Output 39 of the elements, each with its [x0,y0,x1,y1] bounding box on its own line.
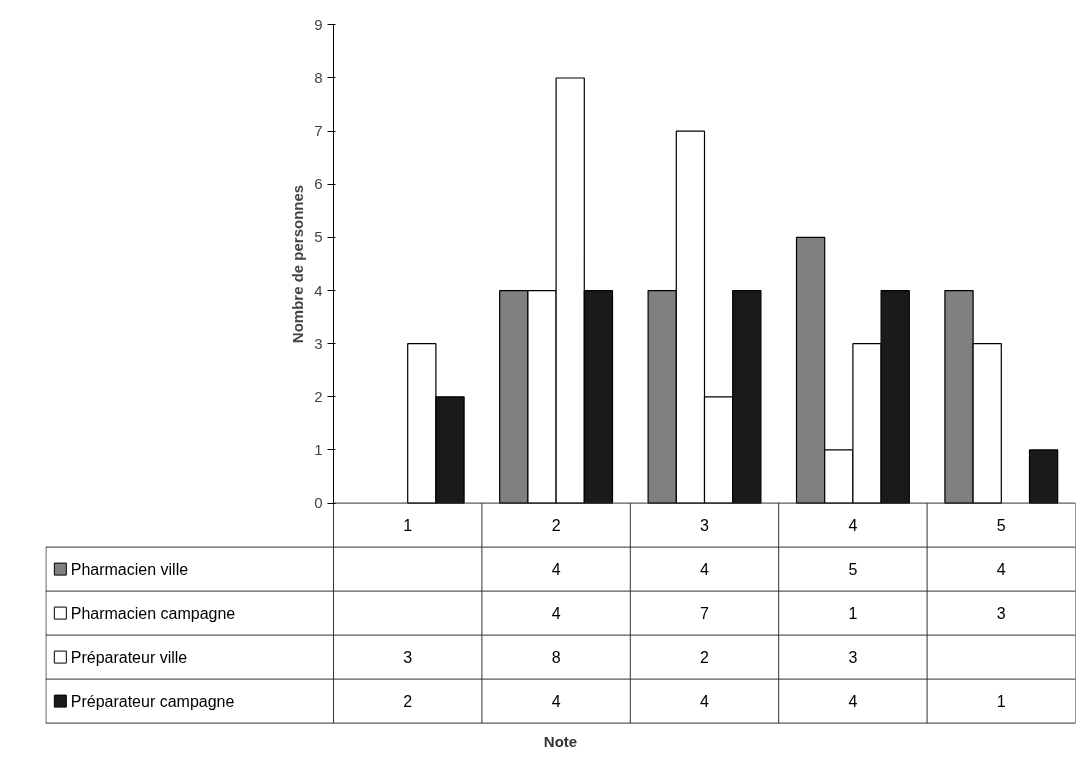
data-label: 4 [848,693,858,711]
y-tick-label: 6 [314,175,323,193]
y-tick-label: 8 [314,68,323,86]
data-label: 4 [551,693,561,711]
y-tick-label: 5 [314,228,323,246]
data-label: 3 [848,649,858,667]
legend-label: Pharmacien ville [70,560,189,578]
data-label: 8 [551,649,561,667]
data-label: 1 [848,605,858,623]
data-label: 4 [700,693,710,711]
data-label: 3 [403,649,413,667]
y-tick-label: 2 [314,387,323,405]
y-axis-title: Nombre de personnes [289,184,307,344]
bar [1028,449,1059,504]
data-label: 5 [848,561,858,579]
data-label: 3 [996,605,1006,623]
x-tick-label: 2 [551,517,561,535]
x-tick-label: 4 [848,517,858,535]
legend-label: Préparateur ville [70,648,188,666]
data-label: 4 [996,561,1006,579]
legend-label: Préparateur campagne [70,692,235,710]
data-label: 1 [996,693,1006,711]
y-tick-label: 1 [314,440,323,458]
y-tick-label: 0 [314,494,323,512]
x-tick-label: 1 [403,517,413,535]
data-label: 7 [700,605,710,623]
legend-label: Pharmacien campagne [70,604,236,622]
x-tick-label: 3 [700,517,710,535]
y-tick-label: 7 [314,122,323,140]
x-tick-label: 5 [996,517,1006,535]
data-label: 4 [700,561,710,579]
data-label: 2 [700,649,710,667]
y-tick-label: 9 [314,15,323,33]
data-label: 4 [551,605,561,623]
y-tick-label: 3 [314,334,323,352]
data-label: 4 [551,561,561,579]
text: Note [543,732,578,750]
data-label: 2 [403,693,413,711]
y-tick-label: 4 [314,281,323,299]
